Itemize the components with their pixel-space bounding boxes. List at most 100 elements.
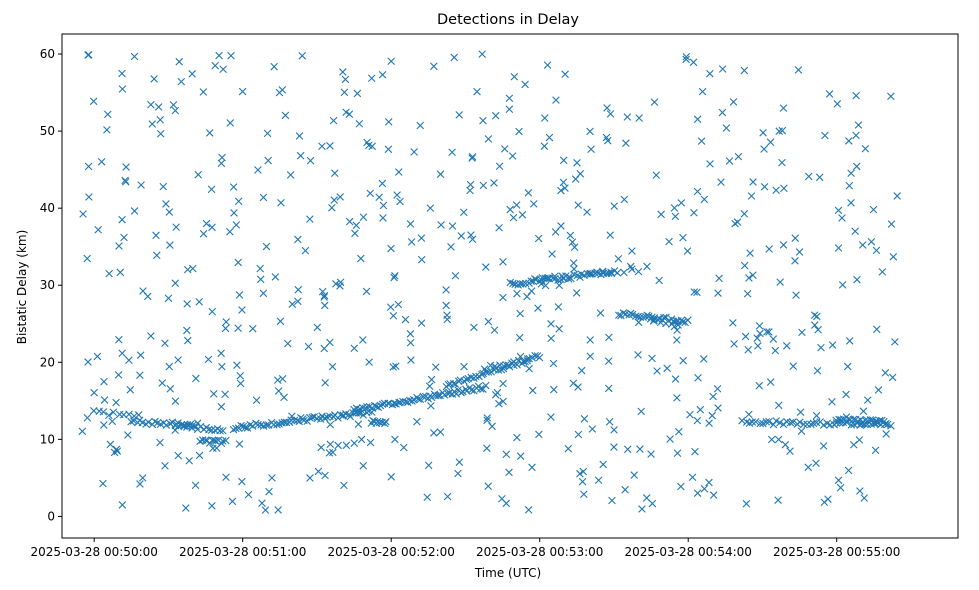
- detection-point: [171, 426, 179, 435]
- detection-point: [578, 477, 587, 486]
- detection-point: [233, 361, 241, 369]
- detection-point: [340, 88, 349, 97]
- detection-point: [328, 362, 337, 371]
- detection-point: [527, 287, 536, 295]
- detection-point: [84, 51, 92, 59]
- detection-point: [743, 289, 752, 298]
- detection-point: [430, 429, 438, 437]
- detection-point: [350, 344, 359, 353]
- detection-point: [393, 191, 401, 199]
- detection-point: [392, 362, 400, 371]
- detection-point: [381, 419, 389, 428]
- detection-point: [774, 435, 783, 444]
- x-tick-label: 2025-03-28 00:52:00: [327, 545, 454, 559]
- detection-point: [143, 292, 152, 301]
- detection-point: [467, 373, 475, 382]
- detection-point: [389, 311, 398, 320]
- detection-point: [166, 241, 174, 249]
- detection-point: [406, 220, 415, 228]
- detection-point: [851, 227, 859, 236]
- detection-point: [161, 339, 169, 348]
- x-tick-label: 2025-03-28 00:53:00: [476, 545, 603, 559]
- detection-point: [813, 312, 821, 321]
- detection-point: [79, 210, 87, 218]
- detection-point: [205, 129, 214, 137]
- detection-point: [204, 355, 213, 364]
- detection-point: [341, 75, 350, 84]
- detection-point: [653, 367, 661, 375]
- detection-point: [570, 243, 579, 252]
- detection-point: [714, 404, 722, 412]
- x-axis-ticks: 2025-03-28 00:50:00 2025-03-28 00:51:00 20…: [30, 538, 900, 559]
- detection-point: [320, 301, 329, 310]
- detection-point: [165, 208, 174, 216]
- detection-point: [137, 181, 145, 189]
- detection-point: [183, 421, 192, 429]
- detection-point: [714, 289, 722, 297]
- detection-point: [756, 419, 765, 428]
- detection-point: [436, 170, 445, 178]
- detection-point: [791, 234, 800, 242]
- detection-point: [262, 242, 271, 251]
- detection-point: [483, 416, 491, 425]
- detection-point: [330, 169, 339, 177]
- detection-point: [508, 152, 517, 160]
- detection-point: [832, 419, 841, 427]
- detection-point: [804, 172, 813, 181]
- detection-point: [417, 319, 426, 327]
- detection-point: [217, 349, 225, 358]
- detection-point: [230, 209, 238, 217]
- detection-point: [209, 390, 218, 398]
- detection-point: [693, 288, 701, 297]
- detection-point: [708, 411, 717, 420]
- detection-point: [426, 204, 435, 212]
- detection-point: [109, 408, 118, 417]
- detection-point: [699, 355, 708, 363]
- detection-point: [693, 115, 702, 124]
- detection-point: [281, 111, 290, 120]
- detection-point: [878, 268, 887, 276]
- detection-point: [821, 131, 829, 140]
- detection-point: [583, 208, 591, 216]
- detection-point: [576, 169, 585, 178]
- detection-point: [632, 312, 640, 320]
- detection-point: [834, 244, 843, 252]
- detection-point: [762, 418, 771, 426]
- detection-point: [512, 201, 521, 209]
- detection-point: [845, 337, 854, 345]
- detection-point: [147, 100, 155, 109]
- detection-point: [401, 315, 410, 324]
- detection-point: [594, 476, 603, 485]
- detection-point: [452, 390, 461, 398]
- detection-point: [156, 438, 164, 447]
- detection-point: [610, 202, 619, 210]
- detection-point: [419, 392, 428, 401]
- x-axis-label: Time (UTC): [474, 566, 541, 580]
- detection-point: [275, 88, 284, 97]
- detection-point: [740, 210, 749, 218]
- detection-point: [437, 221, 445, 229]
- detection-point: [365, 141, 373, 150]
- detection-point: [534, 234, 543, 243]
- detection-point: [844, 466, 853, 475]
- detection-point: [236, 372, 245, 380]
- detection-point: [195, 298, 203, 306]
- detection-point: [172, 223, 180, 231]
- detection-point: [84, 358, 92, 366]
- detection-point: [606, 231, 615, 239]
- detection-point: [238, 306, 246, 314]
- detection-point: [765, 328, 773, 336]
- detection-point: [545, 133, 554, 142]
- detection-point: [218, 437, 227, 445]
- detection-point: [603, 104, 611, 112]
- detection-point: [771, 346, 780, 355]
- detection-point: [238, 87, 247, 96]
- detection-point: [867, 238, 876, 246]
- detection-point: [794, 66, 803, 74]
- detection-point: [505, 105, 514, 114]
- y-tick-label: 40: [40, 201, 55, 215]
- detection-point: [306, 215, 314, 223]
- detection-point: [248, 324, 257, 333]
- detection-point: [709, 491, 718, 499]
- detection-point: [635, 114, 643, 122]
